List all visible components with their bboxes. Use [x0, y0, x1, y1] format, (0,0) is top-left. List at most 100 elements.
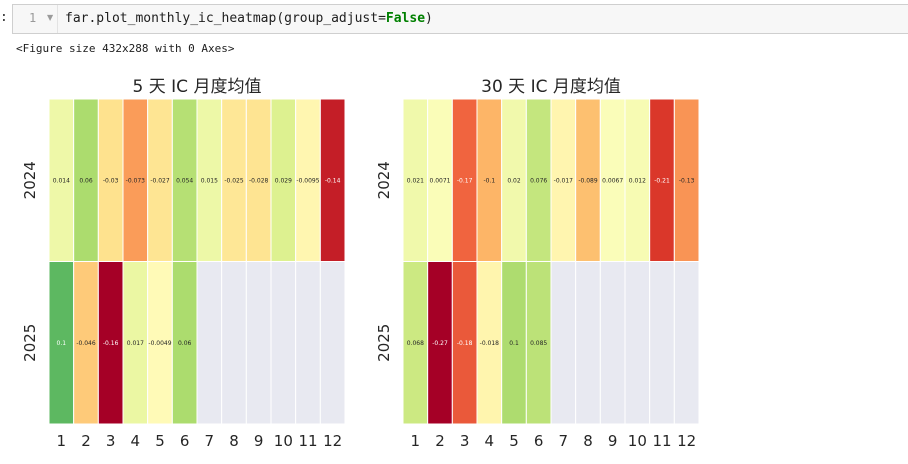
heatmap-cell	[295, 261, 321, 425]
month-tick-label: 5	[155, 432, 165, 450]
month-tick-label: 3	[106, 432, 116, 450]
heatmap-cell	[196, 98, 223, 262]
month-tick-label: 6	[534, 432, 544, 450]
month-tick-label: 8	[229, 432, 239, 450]
heatmap-panel-1: 5 天 IC 月度均值 0.014 0.06 -0.03 -0.073 -0.027 0.0…	[21, 77, 346, 450]
heatmap-cell	[673, 98, 700, 262]
heatmap-cell	[427, 98, 453, 262]
heatmap-cell	[575, 261, 601, 425]
month-tick-label: 6	[180, 432, 190, 450]
code-call: far.plot_monthly_ic_heatmap(group_adjust…	[65, 11, 386, 26]
cell-value-label: -0.017	[554, 177, 574, 184]
year-tick-label: 2025	[375, 324, 393, 362]
cell-value-label: 0.0067	[602, 177, 623, 184]
heatmap-cell	[550, 98, 577, 262]
heatmap-cell	[649, 261, 675, 425]
month-tick-label: 11	[652, 432, 671, 450]
heatmap-cell	[97, 261, 124, 425]
month-tick-label: 4	[485, 432, 495, 450]
month-tick-label: 9	[608, 432, 618, 450]
month-tick-label: 10	[628, 432, 647, 450]
cell-value-label: 0.012	[629, 177, 646, 184]
cell-value-label: -0.18	[457, 340, 473, 347]
cell-value-label: -0.17	[457, 177, 473, 184]
fold-chevron-icon[interactable]: ▼	[47, 13, 54, 22]
heatmap-cell	[673, 261, 700, 425]
line-number: 1	[29, 11, 37, 25]
month-tick-label: 4	[131, 432, 141, 450]
line-gutter: 1 ▼	[13, 5, 58, 33]
cell-value-label: -0.0049	[148, 340, 171, 347]
cell-value-label: 0.0071	[430, 177, 451, 184]
month-tick-label: 12	[323, 432, 342, 450]
heatmap-panel-2: 30 天 IC 月度均值 0.021 0.0071 -0.17 -0.1 0.02 0.07…	[375, 77, 700, 450]
month-tick-label: 2	[81, 432, 91, 450]
heatmap-title: 30 天 IC 月度均值	[481, 77, 621, 97]
cell-value-label: -0.046	[76, 340, 96, 347]
cell-value-label: 0.015	[201, 177, 218, 184]
heatmap-cell	[245, 98, 272, 262]
cell-value-label: 0.068	[407, 340, 424, 347]
month-tick-label: 2	[435, 432, 445, 450]
cell-value-label: -0.028	[249, 177, 269, 184]
heatmap-cell	[476, 98, 503, 262]
cell-value-label: -0.03	[103, 177, 119, 184]
code-keyword: False	[385, 11, 426, 26]
month-tick-label: 7	[205, 432, 215, 450]
month-tick-label: 5	[509, 432, 519, 450]
cell-value-label: 0.076	[530, 177, 547, 184]
heatmap-cell	[599, 261, 626, 425]
year-tick-label: 2024	[375, 161, 393, 199]
cell-value-label: 0.02	[507, 177, 521, 184]
cell-value-label: 0.017	[127, 340, 144, 347]
cell-value-label: -0.018	[480, 340, 500, 347]
cell-value-label: 0.085	[530, 340, 547, 347]
code-close-paren: )	[425, 11, 433, 26]
year-tick-label: 2024	[21, 161, 39, 199]
cell-value-label: 0.1	[509, 340, 519, 347]
heatmap-cell	[147, 98, 173, 262]
cell-value-label: 0.06	[178, 340, 192, 347]
cell-value-label: -0.073	[126, 177, 146, 184]
heatmap-cell	[624, 261, 651, 425]
heatmap-cell	[270, 261, 297, 425]
cell-value-label: 0.1	[57, 340, 67, 347]
cell-value-label: -0.16	[103, 340, 119, 347]
heatmap-cell	[122, 261, 149, 425]
heatmap-cell	[451, 261, 478, 425]
cell-value-label: 0.029	[275, 177, 292, 184]
month-tick-label: 1	[411, 432, 421, 450]
year-tick-label: 2025	[21, 324, 39, 362]
cell-value-label: 0.021	[407, 177, 424, 184]
cell-value-label: -0.13	[679, 177, 695, 184]
heatmap-cell	[501, 261, 527, 425]
month-tick-label: 11	[298, 432, 317, 450]
month-tick-label: 1	[57, 432, 67, 450]
cell-output-text: <Figure size 432x288 with 0 Axes>	[16, 42, 235, 55]
heatmap-cell	[73, 98, 99, 262]
heatmap-cell	[245, 261, 272, 425]
heatmap-cell	[171, 261, 198, 425]
code-line[interactable]: far.plot_monthly_ic_heatmap(group_adjust…	[65, 11, 433, 26]
heatmap-cell	[525, 98, 552, 262]
cell-value-label: 0.06	[79, 177, 93, 184]
heatmap-cell	[402, 261, 429, 425]
cell-value-label: -0.1	[483, 177, 495, 184]
month-tick-label: 9	[254, 432, 264, 450]
heatmap-cell	[196, 261, 223, 425]
cell-value-label: -0.14	[325, 177, 341, 184]
heatmap-cell	[221, 98, 247, 262]
cell-prompt: :	[0, 10, 8, 25]
heatmap-cell	[550, 261, 577, 425]
cell-value-label: 0.014	[53, 177, 70, 184]
month-tick-label: 8	[583, 432, 593, 450]
heatmap-cell	[525, 261, 552, 425]
heatmap-title: 5 天 IC 月度均值	[133, 77, 262, 97]
heatmap-cell	[476, 261, 503, 425]
month-tick-label: 10	[274, 432, 293, 450]
heatmap-cell	[73, 261, 99, 425]
cell-value-label: 0.054	[176, 177, 193, 184]
month-tick-label: 12	[677, 432, 696, 450]
code-cell[interactable]: 1 ▼ far.plot_monthly_ic_heatmap(group_ad…	[12, 4, 908, 34]
